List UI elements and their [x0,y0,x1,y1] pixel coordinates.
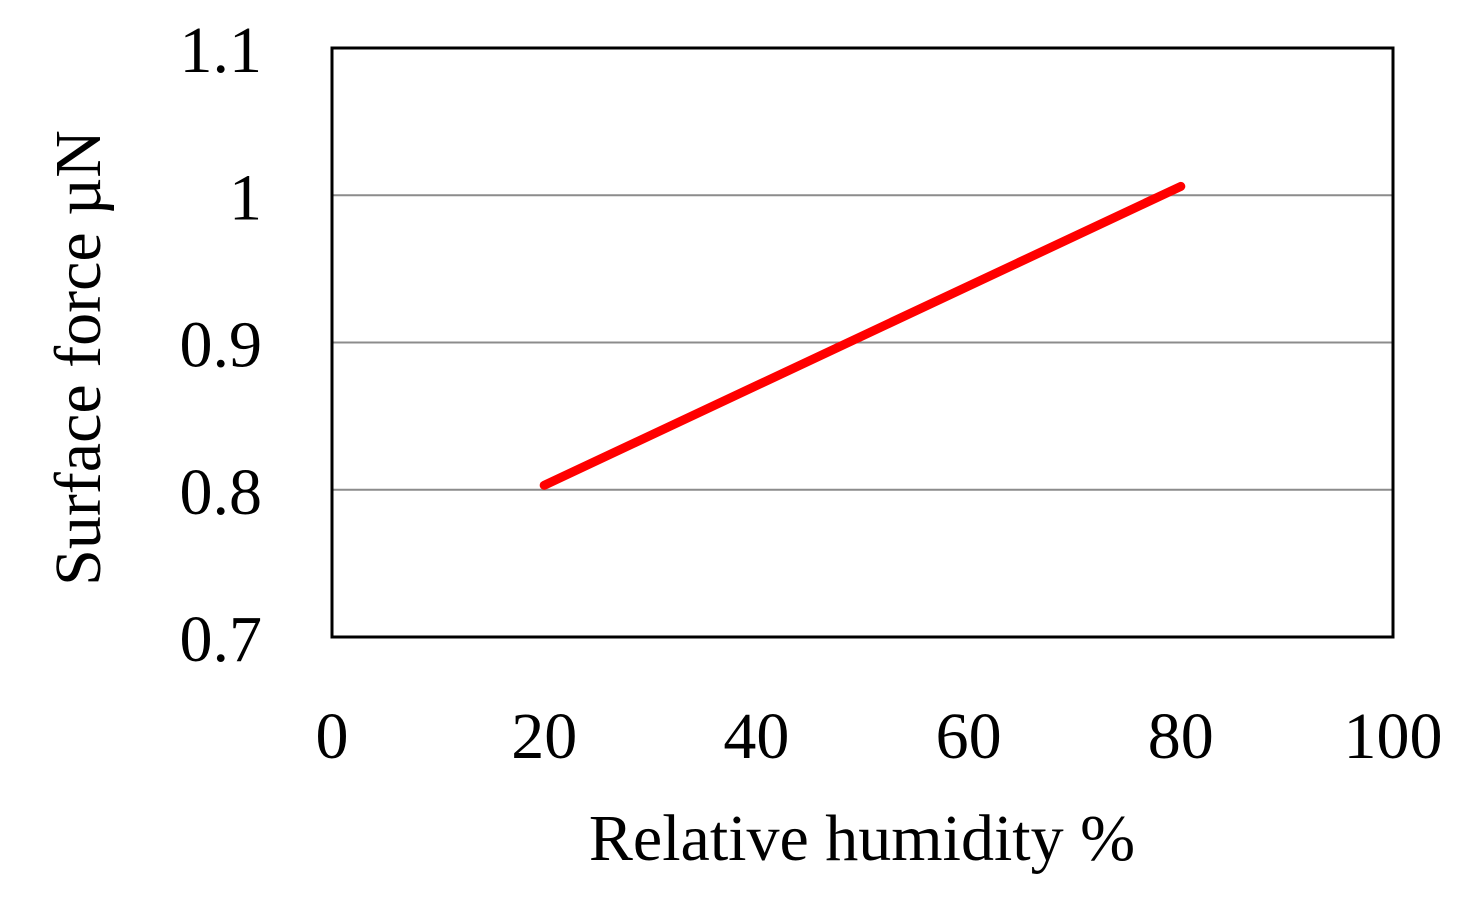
gridlines [332,194,1393,491]
y-tick-label: 1.1 [180,14,263,87]
x-tick-label: 100 [1344,700,1443,773]
y-tick-label: 1 [229,161,262,234]
y-axis-label: Surface force µN [42,130,115,586]
y-tick-labels: 0.7 0.8 0.9 1 1.1 [180,14,263,676]
x-tick-label: 0 [316,700,349,773]
x-tick-label: 20 [511,700,577,773]
x-tick-label: 40 [723,700,789,773]
y-tick-label: 0.8 [180,456,263,529]
x-tick-label: 80 [1148,700,1214,773]
x-tick-labels: 0 20 40 60 80 100 [316,700,1443,773]
x-tick-label: 60 [936,700,1002,773]
y-tick-label: 0.7 [180,603,263,676]
series-layer [539,181,1186,490]
plot-frame [330,46,1395,639]
y-tick-label: 0.9 [180,309,263,382]
plot-area-border [330,46,1395,639]
series-line [539,181,1186,490]
x-axis-label: Relative humidity % [589,802,1135,875]
